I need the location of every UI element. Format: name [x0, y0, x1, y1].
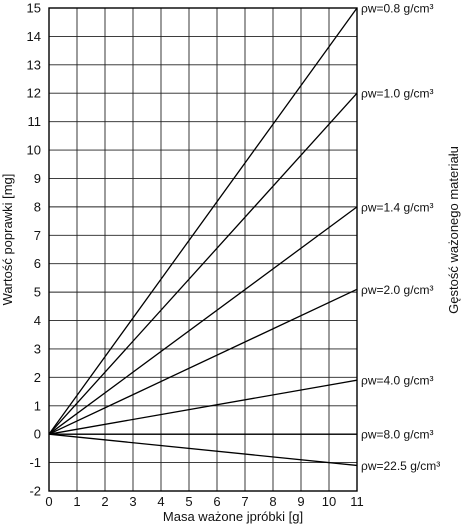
x-tick-label: 1	[73, 494, 80, 509]
series-label: ρw=2.0 g/cm³	[361, 283, 434, 297]
y-tick-label: 15	[27, 1, 41, 16]
x-tick-label: 0	[45, 494, 52, 509]
y-tick-label: 7	[34, 228, 41, 243]
y-tick-label: -2	[29, 484, 41, 499]
series-line	[48, 7, 358, 435]
grid	[48, 7, 358, 492]
x-tick-label: 5	[185, 494, 192, 509]
series-label: ρw=4.0 g/cm³	[361, 374, 434, 388]
x-tick-label: 6	[213, 494, 220, 509]
series-label: ρw=0.8 g/cm³	[361, 2, 434, 16]
series-line	[48, 92, 358, 435]
x-tick-label: 7	[241, 494, 248, 509]
x-tick-label: 3	[129, 494, 136, 509]
y-tick-label: 12	[27, 86, 41, 101]
series-label: ρw=1.4 g/cm³	[361, 200, 434, 214]
x-axis-ticks: 0 1 2 3 4 5 6 7 8 9 10 11	[45, 494, 363, 509]
y-tick-label: 14	[27, 29, 41, 44]
y-tick-label: 6	[34, 256, 41, 271]
y-tick-label: 10	[27, 143, 41, 158]
x-tick-label: 2	[101, 494, 108, 509]
x-tick-label: 4	[157, 494, 164, 509]
series-line	[48, 206, 358, 435]
series-line	[48, 433, 358, 467]
series-label: ρw=8.0 g/cm³	[361, 428, 434, 442]
y-tick-label: 3	[34, 341, 41, 356]
series-label: ρw=1.0 g/cm³	[361, 87, 434, 101]
y-tick-label: 4	[34, 313, 41, 328]
x-tick-label: 9	[297, 494, 304, 509]
series-label: ρw=22.5 g/cm³	[361, 459, 440, 473]
x-axis-label: Masa ważone jpróbki [g]	[163, 509, 303, 524]
x-tick-label: 8	[269, 494, 276, 509]
right-axis-label: Gęstość ważonego materiału	[446, 146, 461, 314]
y-tick-label: 8	[34, 199, 41, 214]
series-labels: ρw=0.8 g/cm³ ρw=1.0 g/cm³ ρw=1.4 g/cm³ ρw=2…	[361, 2, 440, 473]
y-tick-label: 9	[34, 171, 41, 186]
y-tick-label: 5	[34, 285, 41, 300]
y-tick-label: 2	[34, 370, 41, 385]
series-group	[48, 7, 358, 467]
y-tick-label: 11	[28, 114, 42, 129]
y-tick-label: 1	[34, 398, 41, 413]
y-tick-label: 13	[27, 57, 41, 72]
x-tick-label: 11	[350, 494, 364, 509]
series-line	[48, 288, 358, 435]
x-tick-label: 10	[322, 494, 336, 509]
plot-frame	[48, 7, 358, 492]
y-axis-label: Wartość poprawki [mg]	[0, 174, 15, 306]
y-tick-label: 0	[34, 427, 41, 442]
series-line	[48, 379, 358, 435]
y-tick-label: -1	[29, 455, 41, 470]
